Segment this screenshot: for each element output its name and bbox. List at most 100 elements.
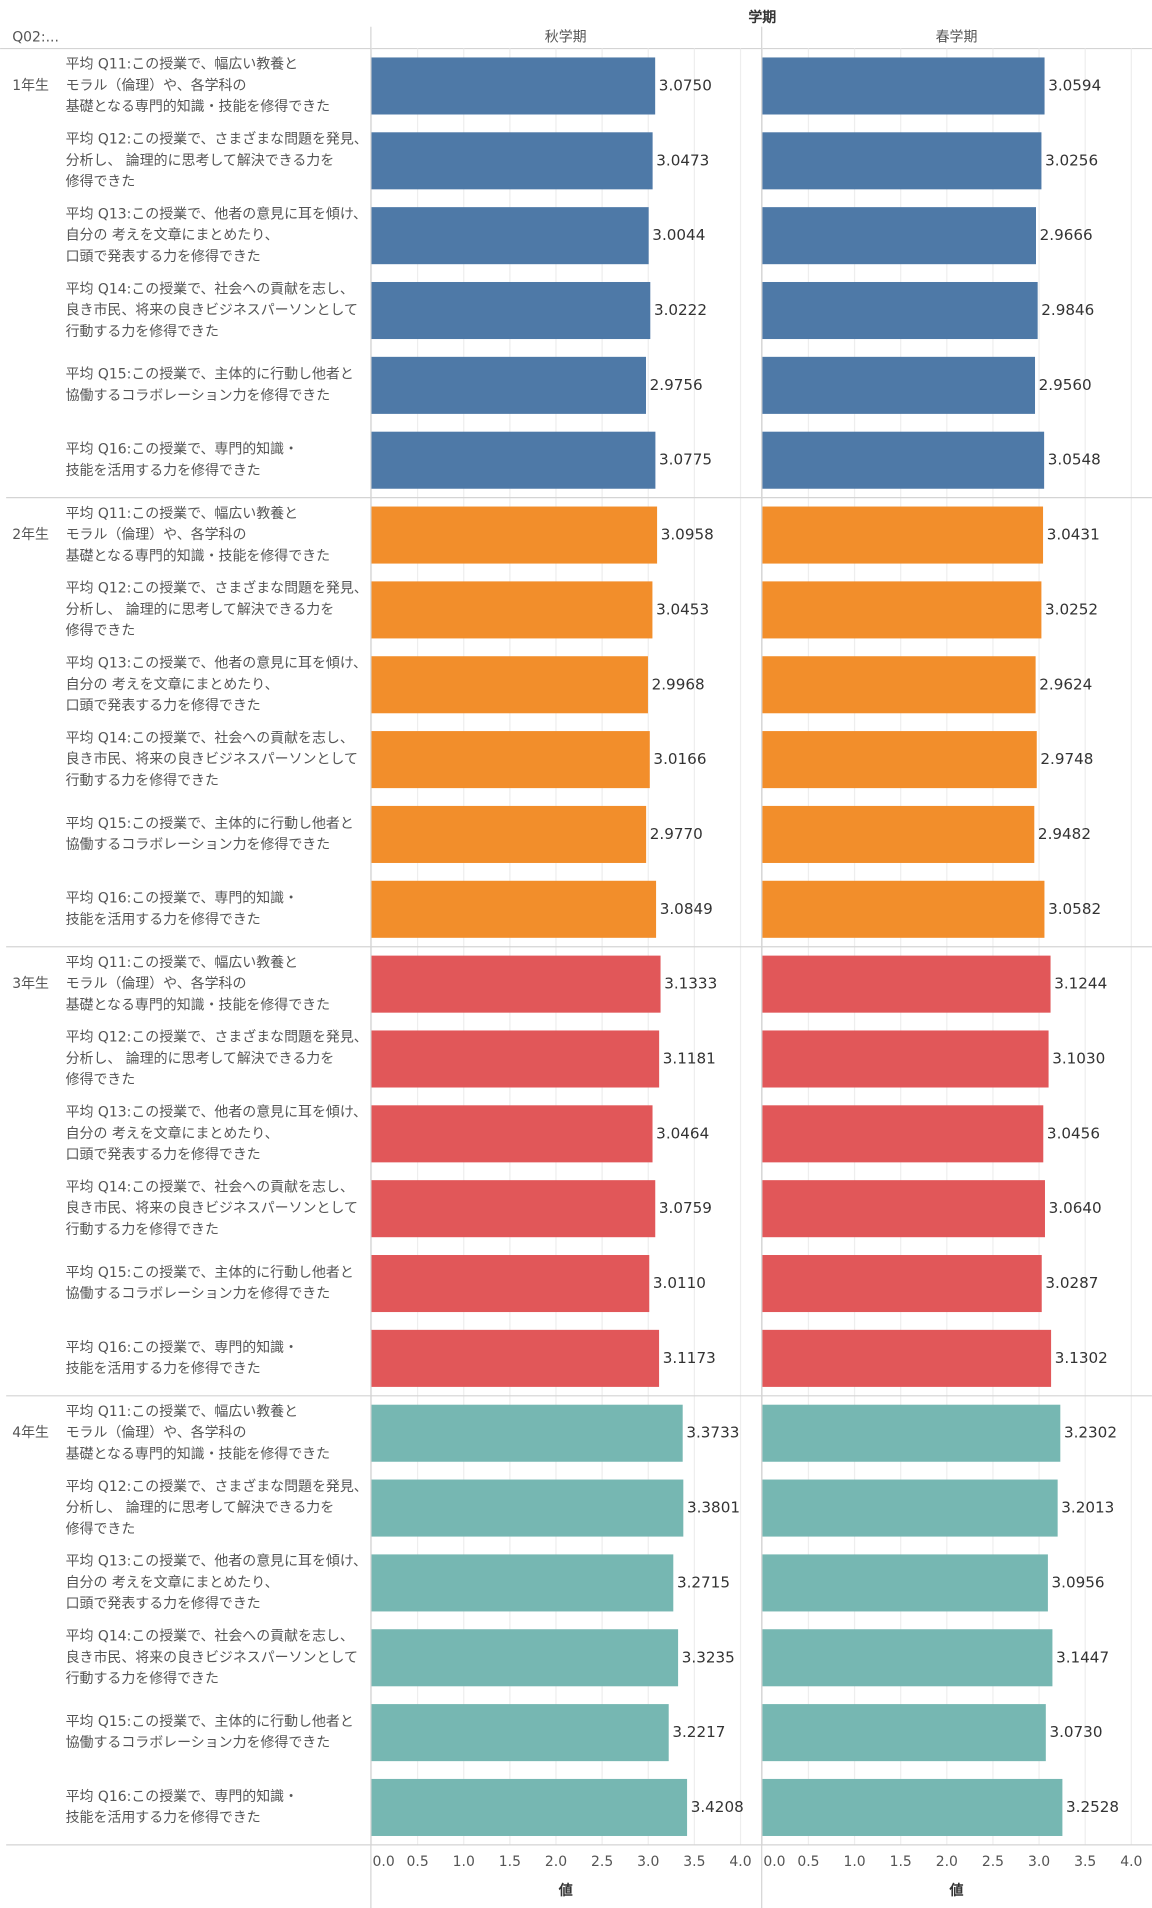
value-label: 3.2715: [677, 1573, 730, 1591]
category-label: 技能を活用する力を修得できた: [66, 911, 261, 928]
category-label: 基礎となる専門的知識・技能を修得できた: [66, 996, 330, 1013]
bar: [371, 1180, 656, 1238]
category-label: モラル（倫理）や、各学科の: [66, 1425, 247, 1441]
value-label: 3.0582: [1048, 900, 1101, 918]
x-tick-label: 1.0: [843, 1854, 865, 1870]
category-label: 基礎となる専門的知識・技能を修得できた: [66, 98, 330, 115]
x-tick-label: 1.5: [890, 1854, 912, 1870]
bar: [371, 207, 649, 265]
bar: [371, 431, 656, 489]
group-label: 4年生: [12, 1425, 49, 1441]
category-label: 自分の 考えを文章にまとめたり、: [66, 227, 279, 244]
x-tick-label: 3.5: [683, 1854, 705, 1870]
bar: [371, 1105, 653, 1163]
bar: [371, 1554, 674, 1612]
value-label: 2.9846: [1041, 301, 1094, 319]
category-label: 行動する力を修得できた: [66, 1670, 219, 1687]
bar: [371, 955, 661, 1013]
x-tick-label: 0.0: [373, 1854, 395, 1870]
category-label: 修得できた: [66, 173, 136, 190]
category-label: 口頭で発表する力を修得できた: [66, 1595, 261, 1612]
bar: [371, 1404, 683, 1462]
category-label: 平均 Q14:この授業で、社会への貢献を志し、: [66, 281, 354, 297]
category-label: 良き市民、将来の良きビジネスパーソンとして: [66, 1649, 358, 1666]
value-label: 3.1333: [664, 975, 717, 993]
value-label: 3.0473: [656, 151, 709, 169]
category-label: 協働するコラボレーション力を修得できた: [66, 1734, 331, 1751]
category-label: 平均 Q14:この授業で、社会への貢献を志し、: [66, 730, 354, 746]
bar: [762, 1629, 1053, 1687]
bar: [762, 207, 1036, 265]
bar: [371, 1629, 679, 1687]
bar: [762, 1479, 1058, 1537]
bar: [371, 656, 648, 714]
category-label: 行動する力を修得できた: [66, 772, 219, 789]
category-label: 良き市民、将来の良きビジネスパーソンとして: [66, 1200, 358, 1217]
x-tick-label: 4.0: [1120, 1854, 1142, 1870]
bar: [371, 805, 647, 863]
bar: [371, 57, 656, 115]
category-label: 平均 Q15:この授業で、主体的に行動し他者と: [66, 1714, 354, 1730]
bar: [762, 805, 1035, 863]
value-label: 3.1447: [1056, 1648, 1109, 1666]
bar: [371, 1255, 650, 1313]
group-label: 3年生: [12, 976, 49, 992]
category-label: 平均 Q14:この授業で、社会への貢献を志し、: [66, 1179, 354, 1195]
category-label: 口頭で発表する力を修得できた: [66, 248, 261, 265]
value-label: 2.9482: [1038, 825, 1091, 843]
value-label: 3.2528: [1066, 1798, 1119, 1816]
value-label: 3.0759: [659, 1199, 712, 1217]
bar: [762, 1554, 1048, 1612]
bar: [762, 356, 1036, 414]
value-label: 2.9748: [1040, 750, 1093, 768]
category-label: 分析し、 論理的に思考して解決できる力を: [66, 1500, 335, 1516]
value-label: 3.3733: [686, 1424, 739, 1442]
bar: [762, 1404, 1061, 1462]
column-dimension-title: 学期: [748, 9, 776, 26]
category-label: 平均 Q13:この授業で、他者の意見に耳を傾け、: [66, 205, 367, 222]
bar: [371, 281, 651, 340]
category-label: 行動する力を修得できた: [66, 1221, 219, 1238]
value-label: 3.0431: [1047, 526, 1100, 544]
category-label: 基礎となる専門的知識・技能を修得できた: [66, 547, 330, 564]
category-label: 平均 Q12:この授業で、さまざまな問題を発見、: [66, 1029, 368, 1046]
value-label: 3.0464: [656, 1124, 709, 1142]
value-label: 3.0287: [1045, 1274, 1098, 1292]
category-label: 口頭で発表する力を修得できた: [66, 697, 261, 714]
bar: [371, 1479, 684, 1537]
value-label: 3.1181: [663, 1049, 716, 1067]
category-label: 平均 Q11:この授業で、幅広い教養と: [66, 954, 298, 971]
category-label: 自分の 考えを文章にまとめたり、: [66, 676, 279, 693]
panel-header: 秋学期: [545, 30, 587, 46]
value-label: 3.2217: [672, 1723, 725, 1741]
x-tick-label: 4.0: [729, 1854, 751, 1870]
category-label: 平均 Q15:この授業で、主体的に行動し他者と: [66, 367, 354, 383]
value-label: 3.4208: [691, 1798, 744, 1816]
bar: [371, 1329, 660, 1387]
value-label: 3.0640: [1049, 1199, 1102, 1217]
value-label: 3.0956: [1052, 1573, 1105, 1591]
bar: [762, 506, 1044, 564]
value-label: 3.0730: [1049, 1723, 1102, 1741]
bar: [762, 1704, 1046, 1762]
category-label: 技能を活用する力を修得できた: [66, 1360, 261, 1377]
x-tick-label: 0.5: [407, 1854, 429, 1870]
category-label: 平均 Q15:この授業で、主体的に行動し他者と: [66, 816, 354, 832]
value-label: 3.0548: [1048, 451, 1101, 469]
value-label: 3.0252: [1045, 600, 1098, 618]
value-label: 3.0849: [660, 900, 713, 918]
bar: [371, 1030, 660, 1088]
x-tick-label: 2.0: [936, 1854, 958, 1870]
value-label: 3.0750: [659, 76, 712, 94]
bar: [762, 1180, 1045, 1238]
value-label: 3.1030: [1052, 1049, 1105, 1067]
category-label: 平均 Q16:この授業で、専門的知識・: [66, 1339, 298, 1356]
category-label: 自分の 考えを文章にまとめたり、: [66, 1574, 279, 1591]
category-label: 協働するコラボレーション力を修得できた: [66, 387, 331, 404]
bar: [762, 1105, 1044, 1163]
value-label: 2.9756: [650, 376, 703, 394]
bar: [371, 880, 657, 938]
category-label: 自分の 考えを文章にまとめたり、: [66, 1125, 279, 1142]
bar: [762, 656, 1036, 714]
